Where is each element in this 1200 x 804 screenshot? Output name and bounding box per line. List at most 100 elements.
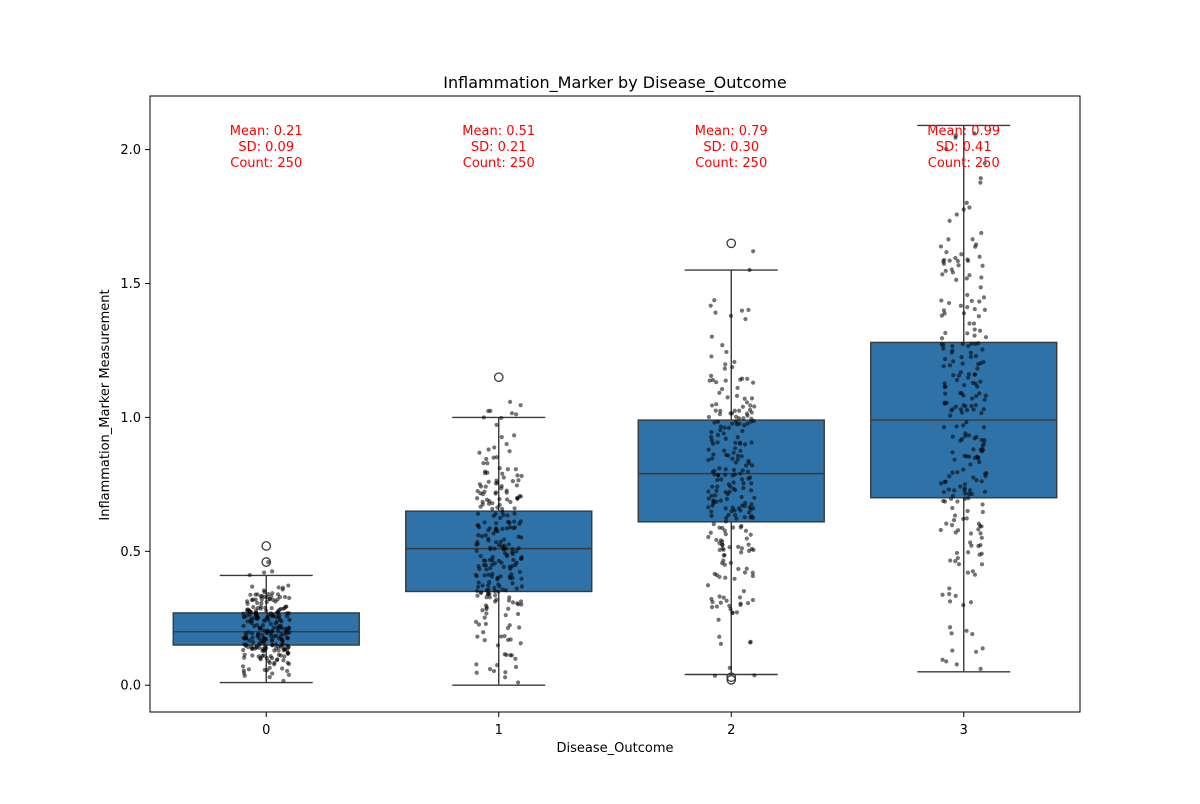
strip-point (739, 308, 745, 313)
strip-point (486, 538, 491, 543)
strip-point (711, 498, 716, 503)
strip-point (720, 542, 725, 547)
strip-point (978, 180, 983, 185)
strip-point (979, 230, 984, 236)
strip-point (982, 397, 987, 402)
strip-point (500, 471, 505, 476)
strip-point (718, 641, 724, 646)
strip-point (483, 484, 488, 489)
strip-point (504, 552, 510, 558)
strip-point (723, 506, 728, 511)
strip-point (955, 555, 960, 561)
strip-point (939, 313, 944, 318)
strip-point (512, 433, 517, 438)
strip-point (966, 491, 972, 497)
strip-point (738, 448, 743, 453)
strip-point (723, 436, 728, 441)
strip-point (517, 521, 522, 526)
strip-point (486, 447, 491, 452)
strip-point (718, 600, 723, 605)
strip-point (486, 572, 491, 577)
strip-point (719, 386, 725, 392)
strip-point (488, 566, 493, 571)
strip-point (958, 391, 963, 396)
strip-point (981, 425, 987, 430)
strip-point (280, 666, 285, 671)
strip-point (966, 375, 971, 380)
strip-point (502, 537, 507, 542)
strip-point (489, 562, 495, 567)
strip-point (480, 583, 485, 588)
strip-point (947, 413, 953, 418)
strip-point (731, 450, 736, 455)
strip-point (286, 625, 291, 630)
annotation-sd: SD: 0.30 (703, 140, 759, 155)
strip-point (722, 425, 727, 430)
outlier-point (726, 675, 737, 685)
strip-point (965, 550, 971, 555)
strip-point (248, 609, 254, 615)
strip-point (516, 478, 521, 483)
strip-point (269, 655, 275, 661)
strip-point (498, 515, 503, 521)
strip-point (728, 411, 733, 416)
strip-point (517, 625, 522, 630)
strip-point (714, 488, 719, 493)
strip-point (970, 569, 975, 574)
strip-point (248, 592, 253, 597)
strip-point (487, 595, 492, 600)
annotation-sd: SD: 0.41 (936, 140, 992, 155)
strip-point (724, 496, 730, 502)
strip-point (485, 461, 490, 466)
strip-point (516, 534, 521, 539)
strip-point (741, 485, 746, 491)
strip-point (980, 443, 985, 449)
strip-point (242, 673, 247, 678)
strip-point (242, 652, 247, 657)
strip-point (978, 543, 983, 548)
strip-point (720, 525, 725, 531)
strip-point (724, 515, 729, 520)
strip-point (949, 350, 954, 355)
strip-point (711, 522, 716, 527)
strip-point (514, 412, 519, 417)
annotation-count: Count: 250 (230, 156, 302, 171)
strip-point (969, 491, 974, 497)
strip-point (481, 630, 486, 635)
strip-point (491, 513, 496, 519)
strip-point (714, 537, 719, 543)
strip-point (480, 608, 485, 613)
strip-point (505, 513, 510, 518)
strip-point (982, 161, 987, 166)
strip-point (943, 391, 948, 396)
strip-point (748, 640, 753, 645)
strip-point (973, 649, 979, 654)
strip-point (947, 591, 952, 597)
strip-point (720, 539, 725, 544)
strip-point (981, 295, 987, 300)
strip-point (947, 218, 952, 223)
strip-point (742, 570, 748, 575)
strip-point (980, 347, 985, 352)
strip-point (508, 637, 513, 642)
strip-point (941, 364, 946, 369)
strip-point (482, 638, 487, 643)
strip-point (486, 583, 491, 588)
strip-point (739, 550, 744, 555)
strip-point (733, 440, 738, 445)
strip-point (241, 614, 247, 620)
strip-point (968, 531, 974, 536)
strip-point (713, 493, 718, 498)
strip-point (958, 370, 963, 375)
strip-point (710, 503, 715, 508)
strip-point (255, 623, 260, 628)
strip-point (971, 321, 977, 326)
strip-point (979, 449, 985, 454)
strip-point (954, 424, 959, 429)
strip-point (491, 455, 496, 460)
strip-point (979, 524, 984, 529)
strip-point (282, 594, 288, 600)
strip-point (946, 300, 952, 306)
strip-point (510, 547, 515, 552)
strip-point (512, 506, 517, 511)
